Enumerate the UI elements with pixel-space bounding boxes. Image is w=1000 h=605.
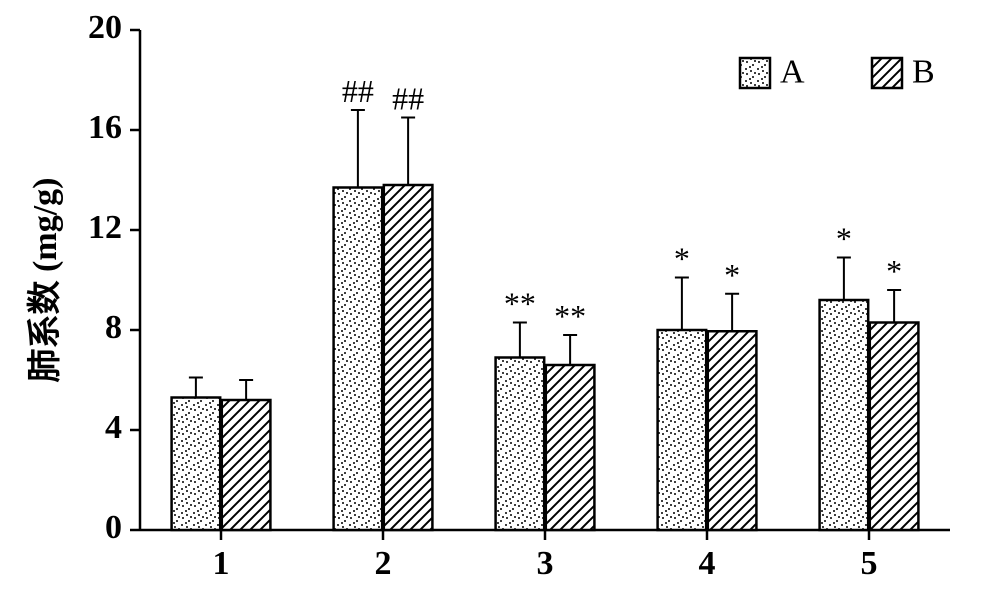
bar-B-1 (222, 400, 271, 530)
sig-label: ## (342, 73, 374, 109)
x-tick-label: 4 (699, 545, 716, 582)
sig-label: * (724, 257, 740, 293)
legend-swatch-A (740, 58, 770, 88)
legend-label-A: A (780, 54, 805, 91)
sig-label: * (674, 241, 690, 277)
legend-label-B: B (912, 54, 935, 91)
bar-B-4 (708, 331, 757, 530)
bar-A-5 (820, 300, 869, 530)
x-tick-label: 1 (213, 545, 230, 582)
sig-label: ** (504, 286, 536, 322)
chart-container: { "chart": { "type": "bar", "width": 100… (0, 0, 1000, 605)
bar-A-4 (658, 330, 707, 530)
bar-B-5 (870, 323, 919, 531)
sig-label: * (836, 221, 852, 257)
y-tick-label: 16 (88, 109, 122, 146)
bar-B-3 (546, 365, 595, 530)
sig-label: * (886, 253, 902, 289)
legend-swatch-B (872, 58, 902, 88)
bar-chart: 048121620肺系数 (mg/g)12####3****4**5**AB (0, 0, 1000, 605)
y-tick-label: 0 (105, 509, 122, 546)
y-tick-label: 20 (88, 9, 122, 46)
y-axis-label: 肺系数 (mg/g) (26, 178, 64, 383)
x-tick-label: 3 (537, 545, 554, 582)
bar-B-2 (384, 185, 433, 530)
bar-A-3 (496, 358, 545, 531)
y-tick-label: 4 (105, 409, 122, 446)
sig-label: ## (392, 81, 424, 117)
x-tick-label: 2 (375, 545, 392, 582)
bar-A-1 (172, 398, 221, 531)
y-tick-label: 12 (88, 209, 122, 246)
bar-A-2 (334, 188, 383, 531)
y-tick-label: 8 (105, 309, 122, 346)
x-tick-label: 5 (861, 545, 878, 582)
sig-label: ** (554, 298, 586, 334)
